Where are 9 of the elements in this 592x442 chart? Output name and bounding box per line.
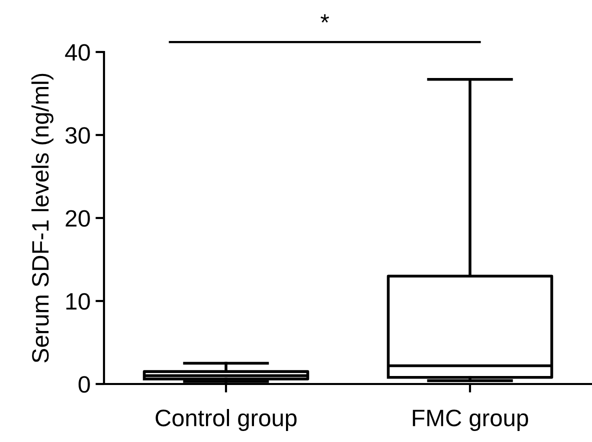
y-tick-label: 30 bbox=[65, 127, 90, 144]
x-tick-label: FMC group bbox=[412, 410, 528, 432]
y-tick-label: 0 bbox=[78, 376, 90, 393]
y-tick-label: 10 bbox=[66, 293, 90, 310]
y-tick-label: 40 bbox=[65, 44, 90, 61]
text: * bbox=[320, 14, 330, 23]
y-tick-label: 20 bbox=[66, 210, 90, 227]
y-axis-title: Serum SDF-1 levels (ng/ml) bbox=[31, 74, 54, 363]
x-tick-label: Control group bbox=[156, 409, 297, 432]
